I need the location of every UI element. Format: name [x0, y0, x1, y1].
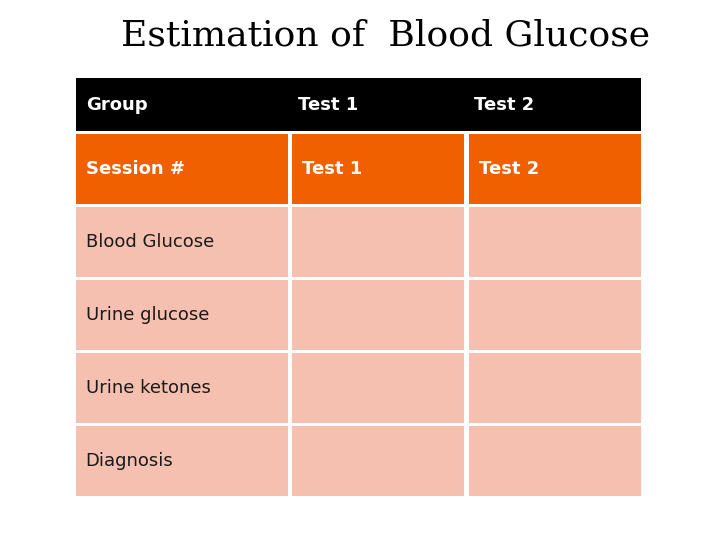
Text: Test 2: Test 2: [479, 160, 539, 178]
Bar: [76, 280, 288, 350]
Bar: [292, 134, 464, 204]
Bar: [292, 426, 464, 496]
Bar: [76, 426, 288, 496]
Bar: [469, 426, 641, 496]
Bar: [469, 280, 641, 350]
Bar: [292, 207, 464, 277]
Bar: [469, 207, 641, 277]
Text: Urine ketones: Urine ketones: [86, 379, 210, 397]
Bar: [292, 280, 464, 350]
Bar: [469, 353, 641, 423]
Text: Urine glucose: Urine glucose: [86, 306, 209, 324]
Text: Test 2: Test 2: [474, 96, 535, 114]
Text: Blood Glucose: Blood Glucose: [86, 233, 214, 251]
Bar: [76, 78, 641, 131]
Text: Session #: Session #: [86, 160, 184, 178]
Bar: [76, 207, 288, 277]
Bar: [76, 353, 288, 423]
Text: Test 1: Test 1: [298, 96, 359, 114]
Bar: [469, 134, 641, 204]
Text: Diagnosis: Diagnosis: [86, 452, 174, 470]
Bar: [292, 353, 464, 423]
Text: Group: Group: [86, 96, 148, 114]
Text: Test 1: Test 1: [302, 160, 363, 178]
Text: Estimation of  Blood Glucose: Estimation of Blood Glucose: [121, 18, 649, 52]
Bar: [76, 134, 288, 204]
